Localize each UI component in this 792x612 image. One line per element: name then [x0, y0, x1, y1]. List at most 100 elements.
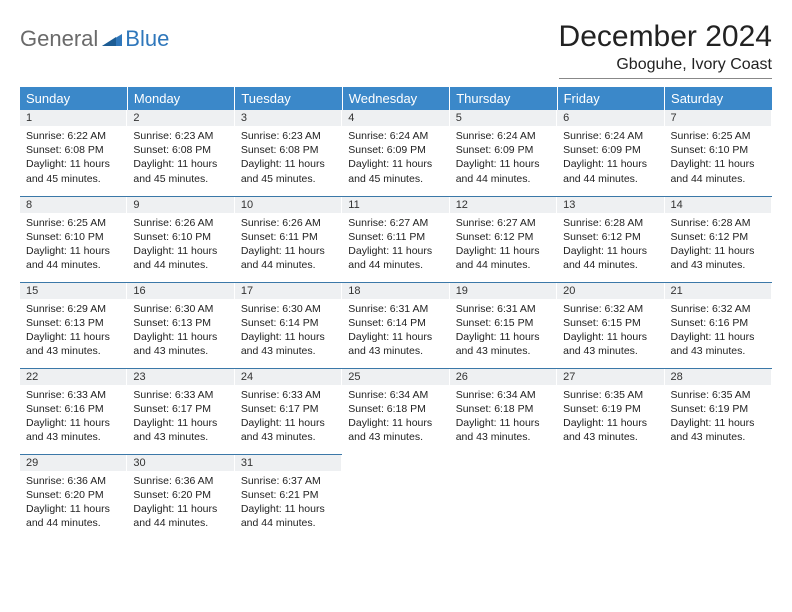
day-details: Sunrise: 6:31 AMSunset: 6:14 PMDaylight:…	[342, 299, 449, 363]
day-details: Sunrise: 6:33 AMSunset: 6:17 PMDaylight:…	[127, 385, 234, 449]
calendar-day-cell: 18Sunrise: 6:31 AMSunset: 6:14 PMDayligh…	[342, 282, 449, 368]
daylight-text: Daylight: 11 hours and 43 minutes.	[456, 330, 551, 358]
sunset-text: Sunset: 6:17 PM	[133, 402, 228, 416]
day-number: 12	[450, 197, 557, 213]
brand-part1: General	[20, 26, 98, 52]
sunrise-text: Sunrise: 6:23 AM	[241, 129, 336, 143]
day-number: 14	[665, 197, 772, 213]
calendar-week-row: 22Sunrise: 6:33 AMSunset: 6:16 PMDayligh…	[20, 368, 772, 454]
daylight-text: Daylight: 11 hours and 43 minutes.	[133, 416, 228, 444]
day-details: Sunrise: 6:31 AMSunset: 6:15 PMDaylight:…	[450, 299, 557, 363]
weekday-header: Saturday	[665, 87, 772, 110]
daylight-text: Daylight: 11 hours and 44 minutes.	[26, 244, 121, 272]
day-number: 28	[665, 369, 772, 385]
sunset-text: Sunset: 6:08 PM	[241, 143, 336, 157]
day-number: 19	[450, 283, 557, 299]
daylight-text: Daylight: 11 hours and 44 minutes.	[133, 502, 228, 530]
sunrise-text: Sunrise: 6:35 AM	[671, 388, 766, 402]
day-number: 24	[235, 369, 342, 385]
calendar-day-cell: 27Sunrise: 6:35 AMSunset: 6:19 PMDayligh…	[557, 368, 664, 454]
day-number: 8	[20, 197, 127, 213]
day-details: Sunrise: 6:32 AMSunset: 6:16 PMDaylight:…	[665, 299, 772, 363]
daylight-text: Daylight: 11 hours and 43 minutes.	[26, 330, 121, 358]
calendar-day-cell: 7Sunrise: 6:25 AMSunset: 6:10 PMDaylight…	[665, 110, 772, 196]
sunset-text: Sunset: 6:11 PM	[348, 230, 443, 244]
day-number: 22	[20, 369, 127, 385]
daylight-text: Daylight: 11 hours and 43 minutes.	[671, 416, 766, 444]
sunset-text: Sunset: 6:14 PM	[348, 316, 443, 330]
sunrise-text: Sunrise: 6:30 AM	[133, 302, 228, 316]
sunrise-text: Sunrise: 6:24 AM	[563, 129, 658, 143]
day-details: Sunrise: 6:24 AMSunset: 6:09 PMDaylight:…	[342, 126, 449, 190]
day-number: 1	[20, 110, 127, 126]
calendar-day-cell: 13Sunrise: 6:28 AMSunset: 6:12 PMDayligh…	[557, 196, 664, 282]
sunset-text: Sunset: 6:20 PM	[26, 488, 121, 502]
sunrise-text: Sunrise: 6:36 AM	[133, 474, 228, 488]
day-details: Sunrise: 6:35 AMSunset: 6:19 PMDaylight:…	[665, 385, 772, 449]
sunrise-text: Sunrise: 6:27 AM	[348, 216, 443, 230]
sunset-text: Sunset: 6:13 PM	[26, 316, 121, 330]
brand-part2: Blue	[125, 26, 169, 52]
sunrise-text: Sunrise: 6:23 AM	[133, 129, 228, 143]
sunrise-text: Sunrise: 6:33 AM	[26, 388, 121, 402]
day-details: Sunrise: 6:36 AMSunset: 6:20 PMDaylight:…	[20, 471, 127, 535]
month-title: December 2024	[559, 20, 772, 54]
daylight-text: Daylight: 11 hours and 45 minutes.	[241, 157, 336, 185]
sunrise-text: Sunrise: 6:33 AM	[133, 388, 228, 402]
calendar-week-row: 29Sunrise: 6:36 AMSunset: 6:20 PMDayligh…	[20, 454, 772, 540]
sunset-text: Sunset: 6:12 PM	[563, 230, 658, 244]
sunrise-text: Sunrise: 6:36 AM	[26, 474, 121, 488]
calendar-table: Sunday Monday Tuesday Wednesday Thursday…	[20, 87, 772, 540]
day-details: Sunrise: 6:29 AMSunset: 6:13 PMDaylight:…	[20, 299, 127, 363]
title-block: December 2024 Gboguhe, Ivory Coast	[559, 20, 772, 79]
day-number: 31	[235, 455, 342, 471]
calendar-day-cell: 17Sunrise: 6:30 AMSunset: 6:14 PMDayligh…	[235, 282, 342, 368]
calendar-day-cell: 11Sunrise: 6:27 AMSunset: 6:11 PMDayligh…	[342, 196, 449, 282]
calendar-day-cell: 2Sunrise: 6:23 AMSunset: 6:08 PMDaylight…	[127, 110, 234, 196]
sunrise-text: Sunrise: 6:32 AM	[563, 302, 658, 316]
calendar-day-cell	[450, 454, 557, 540]
sunset-text: Sunset: 6:16 PM	[671, 316, 766, 330]
day-number: 30	[127, 455, 234, 471]
daylight-text: Daylight: 11 hours and 44 minutes.	[133, 244, 228, 272]
daylight-text: Daylight: 11 hours and 45 minutes.	[348, 157, 443, 185]
day-number: 23	[127, 369, 234, 385]
location-label: Gboguhe, Ivory Coast	[559, 56, 772, 79]
daylight-text: Daylight: 11 hours and 43 minutes.	[348, 416, 443, 444]
daylight-text: Daylight: 11 hours and 43 minutes.	[241, 330, 336, 358]
daylight-text: Daylight: 11 hours and 43 minutes.	[671, 244, 766, 272]
sunset-text: Sunset: 6:11 PM	[241, 230, 336, 244]
day-number: 3	[235, 110, 342, 126]
day-details: Sunrise: 6:24 AMSunset: 6:09 PMDaylight:…	[450, 126, 557, 190]
day-number: 17	[235, 283, 342, 299]
weekday-header: Tuesday	[235, 87, 342, 110]
calendar-day-cell: 14Sunrise: 6:28 AMSunset: 6:12 PMDayligh…	[665, 196, 772, 282]
daylight-text: Daylight: 11 hours and 43 minutes.	[348, 330, 443, 358]
day-number: 13	[557, 197, 664, 213]
day-details: Sunrise: 6:24 AMSunset: 6:09 PMDaylight:…	[557, 126, 664, 190]
calendar-day-cell: 22Sunrise: 6:33 AMSunset: 6:16 PMDayligh…	[20, 368, 127, 454]
day-details: Sunrise: 6:34 AMSunset: 6:18 PMDaylight:…	[450, 385, 557, 449]
calendar-day-cell: 19Sunrise: 6:31 AMSunset: 6:15 PMDayligh…	[450, 282, 557, 368]
weekday-header: Monday	[127, 87, 234, 110]
daylight-text: Daylight: 11 hours and 43 minutes.	[563, 330, 658, 358]
weekday-header: Sunday	[20, 87, 127, 110]
day-number: 10	[235, 197, 342, 213]
daylight-text: Daylight: 11 hours and 44 minutes.	[456, 244, 551, 272]
day-details: Sunrise: 6:26 AMSunset: 6:11 PMDaylight:…	[235, 213, 342, 277]
day-details: Sunrise: 6:33 AMSunset: 6:16 PMDaylight:…	[20, 385, 127, 449]
sunset-text: Sunset: 6:08 PM	[133, 143, 228, 157]
day-details: Sunrise: 6:22 AMSunset: 6:08 PMDaylight:…	[20, 126, 127, 190]
sunset-text: Sunset: 6:15 PM	[456, 316, 551, 330]
daylight-text: Daylight: 11 hours and 43 minutes.	[26, 416, 121, 444]
day-number: 29	[20, 455, 127, 471]
daylight-text: Daylight: 11 hours and 44 minutes.	[241, 244, 336, 272]
weekday-header: Thursday	[450, 87, 557, 110]
sunset-text: Sunset: 6:18 PM	[456, 402, 551, 416]
sunset-text: Sunset: 6:09 PM	[456, 143, 551, 157]
day-number: 15	[20, 283, 127, 299]
sunrise-text: Sunrise: 6:25 AM	[26, 216, 121, 230]
sunrise-text: Sunrise: 6:28 AM	[671, 216, 766, 230]
day-details: Sunrise: 6:25 AMSunset: 6:10 PMDaylight:…	[665, 126, 772, 190]
calendar-day-cell: 15Sunrise: 6:29 AMSunset: 6:13 PMDayligh…	[20, 282, 127, 368]
